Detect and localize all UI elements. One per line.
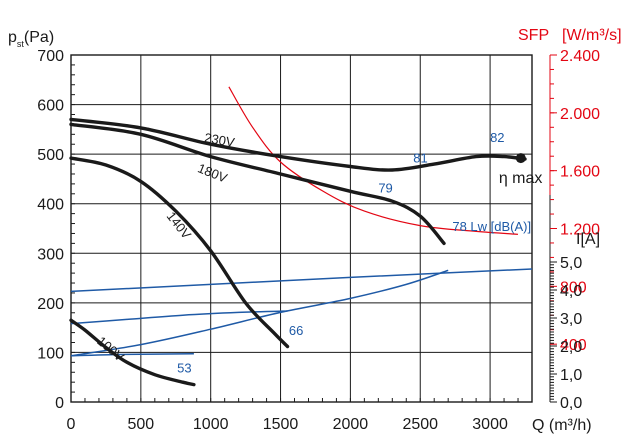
sound-level-label: 82 xyxy=(490,130,504,145)
sfp-line xyxy=(228,86,519,235)
pressure-axis-title: pst(Pa) xyxy=(8,29,54,49)
sfp-tick-label: 400 xyxy=(560,337,587,354)
sfp-axis-unit: [W/m³/s] xyxy=(562,27,622,44)
sound-level-label: 53 xyxy=(177,360,191,375)
flow-tick-label: 1000 xyxy=(193,416,229,433)
current-axis-title: I[A] xyxy=(576,231,600,248)
pressure-line-140v xyxy=(69,156,290,349)
pressure-tick-label: 100 xyxy=(37,345,64,362)
pressure-curves xyxy=(69,117,527,387)
axes: 0 100 200 300 400 500 600 700 0 500 1000 1500 2000 25… xyxy=(37,48,600,433)
current-line-1 xyxy=(70,268,533,293)
pressure-tick-label: 300 xyxy=(37,246,64,263)
sfp-tick-label: 2.000 xyxy=(560,106,600,123)
current-tick-label: 3,0 xyxy=(560,311,582,328)
flow-tick-label: 2500 xyxy=(402,416,438,433)
pressure-tick-label: 200 xyxy=(37,296,64,313)
current-line-4 xyxy=(70,353,194,357)
plot-frame xyxy=(70,54,533,403)
pressure-tick-label: 700 xyxy=(37,48,64,65)
current-tick-label: 0,0 xyxy=(560,395,582,412)
flow-tick-label: 2000 xyxy=(333,416,369,433)
pressure-line-100v xyxy=(69,318,196,387)
pressure-tick-label: 600 xyxy=(37,98,64,115)
sound-level-label: 81 xyxy=(413,151,427,166)
current-tick-label: 1,0 xyxy=(560,367,582,384)
pressure-tick-label: 0 xyxy=(55,395,64,412)
max-efficiency-label: η max xyxy=(499,170,543,187)
pressure-tick-label: 500 xyxy=(37,147,64,164)
max-efficiency-marker xyxy=(515,153,526,164)
sound-level-label: 66 xyxy=(289,323,303,338)
pressure-line-180v xyxy=(69,122,446,246)
voltage-label: 140V xyxy=(164,209,195,242)
sfp-curve xyxy=(228,86,519,235)
voltage-label: 230V xyxy=(203,130,236,150)
voltage-label: 180V xyxy=(196,160,230,185)
sfp-tick-label: 800 xyxy=(560,279,587,296)
current-tick-label: 4,0 xyxy=(560,283,582,300)
current-tick-label: 5,0 xyxy=(560,255,582,272)
flow-tick-label: 3000 xyxy=(472,416,508,433)
current-tick-label: 2,0 xyxy=(560,339,582,356)
sound-level-label: 79 xyxy=(378,180,392,195)
grid xyxy=(71,54,532,402)
flow-tick-label: 500 xyxy=(127,416,154,433)
current-curves xyxy=(70,268,533,357)
sfp-tick-label: 1.600 xyxy=(560,164,600,181)
sfp-tick-label: 2.400 xyxy=(560,48,600,65)
sfp-axis-title: SFP xyxy=(518,27,549,44)
sfp-tick-label: 1.200 xyxy=(560,222,600,239)
flow-axis-title: Q (m³/h) xyxy=(532,417,592,434)
pressure-tick-label: 400 xyxy=(37,197,64,214)
flow-tick-label: 0 xyxy=(67,416,76,433)
sound-level-label: 78 Lw [dB(A)] xyxy=(452,219,531,234)
pressure-line-230v xyxy=(69,117,527,172)
current-line-2 xyxy=(70,269,449,357)
flow-tick-label: 1500 xyxy=(263,416,299,433)
